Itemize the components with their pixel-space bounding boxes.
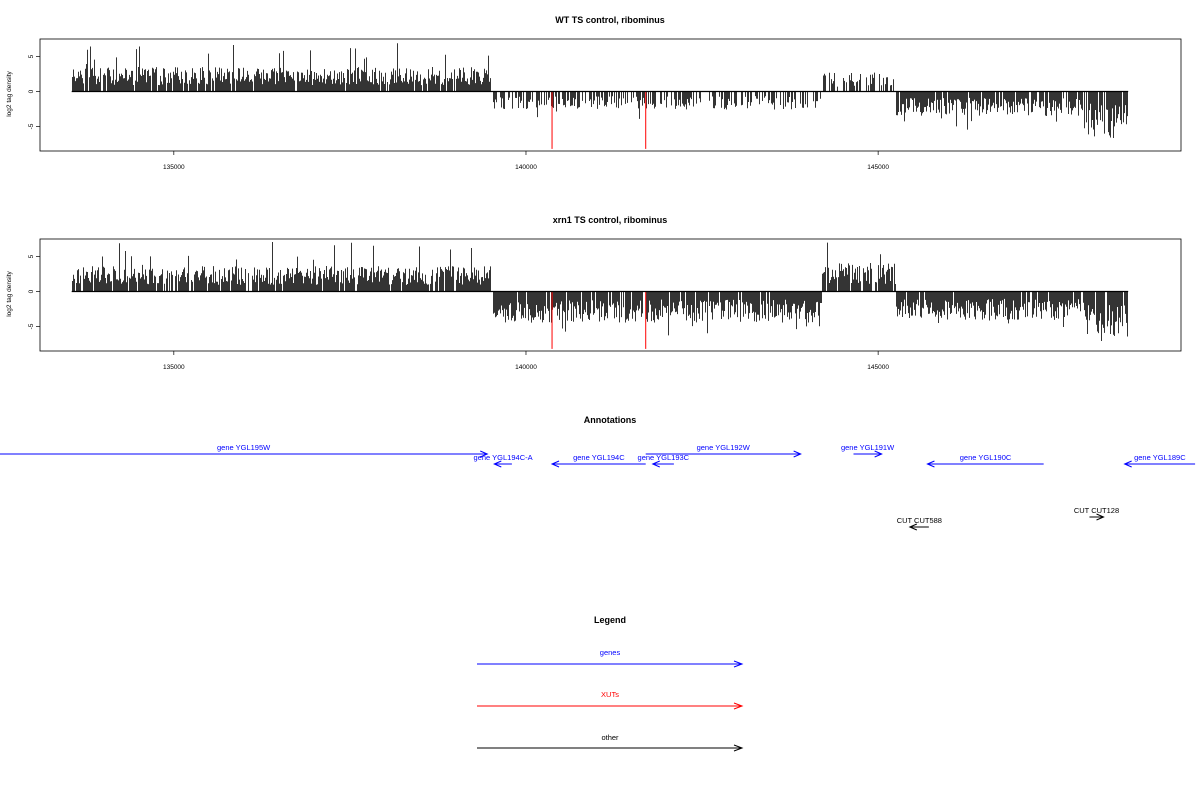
- x-tick-label: 140000: [515, 364, 537, 371]
- feature-label: gene YGL189C: [1134, 453, 1186, 462]
- legend-title: Legend: [594, 615, 626, 625]
- wt-tag-density-panel: WT TS control, ribominus log2 tag densit…: [6, 15, 1182, 171]
- y-tick-label: -5: [28, 323, 35, 329]
- y-axis-label: log2 tag density: [6, 70, 13, 116]
- legend-label: XUTs: [601, 690, 619, 699]
- legend-arrow-head: [733, 702, 744, 710]
- bar-series: [71, 43, 1129, 149]
- y-tick-label: 0: [28, 89, 35, 93]
- feature-arrow-head: [1096, 513, 1105, 521]
- panel-title: WT TS control, ribominus: [555, 15, 665, 25]
- legend-arrow-head: [733, 660, 744, 668]
- feature-arrow-head: [908, 523, 918, 531]
- feature-gene-ygl194c: gene YGL194C: [550, 453, 646, 468]
- panel-title: xrn1 TS control, ribominus: [553, 215, 668, 225]
- feature-gene-ygl190c: gene YGL190C: [926, 453, 1044, 468]
- feature-arrow-head: [651, 460, 660, 468]
- feature-label: gene YGL195W: [217, 443, 271, 452]
- plot-frame: [39, 238, 1182, 352]
- feature-label: gene YGL191W: [841, 443, 895, 452]
- legend-item-genes: genes: [477, 648, 744, 668]
- legend-arrow-head: [733, 744, 744, 752]
- feature-gene-ygl193c: gene YGL193C: [638, 453, 690, 468]
- y-tick-label: 5: [28, 254, 35, 258]
- y-tick-label: -5: [28, 123, 35, 129]
- feature-label: CUT CUT588: [897, 516, 942, 525]
- legend-label: genes: [600, 648, 621, 657]
- annotations-title: Annotations: [584, 415, 637, 425]
- legend: Legend genes XUTs other: [477, 615, 744, 752]
- feature-label: gene YGL192W: [697, 443, 751, 452]
- feature-cut-cut588: CUT CUT588: [897, 516, 942, 531]
- feature-gene-ygl191w: gene YGL191W: [841, 443, 895, 458]
- axes: -5 0 5 135000 140000 145000: [28, 254, 889, 371]
- feature-gene-ygl192w: gene YGL192W: [645, 443, 802, 458]
- feature-cut-cut128: CUT CUT128: [1074, 506, 1119, 521]
- y-tick-label: 5: [28, 54, 35, 58]
- feature-arrow-head: [793, 450, 802, 458]
- legend-item-other: other: [477, 733, 744, 752]
- feature-arrow-head: [1123, 460, 1132, 468]
- y-tick-label: 0: [28, 289, 35, 293]
- x-tick-label: 140000: [515, 164, 537, 171]
- feature-arrow-head: [493, 460, 502, 468]
- feature-list: gene YGL195W gene YGL194C-A gene YGL194C ge…: [0, 443, 1196, 531]
- xrn1-tag-density-panel: xrn1 TS control, ribominus log2 tag dens…: [6, 215, 1182, 371]
- bar-series: [71, 241, 1129, 349]
- x-tick-label: 135000: [163, 164, 185, 171]
- axes: -5 0 5 135000 140000 145000: [28, 54, 889, 171]
- feature-label: CUT CUT128: [1074, 506, 1119, 515]
- feature-label: gene YGL194C-A: [474, 453, 533, 462]
- feature-label: gene YGL190C: [960, 453, 1012, 462]
- feature-arrow-head: [550, 460, 560, 468]
- x-tick-label: 145000: [867, 164, 889, 171]
- y-axis-label: log2 tag density: [6, 270, 13, 316]
- feature-gene-ygl195w: gene YGL195W: [0, 443, 489, 458]
- feature-arrow-head: [926, 460, 935, 468]
- x-tick-label: 135000: [163, 364, 185, 371]
- feature-gene-ygl194c-a: gene YGL194C-A: [474, 453, 533, 468]
- feature-arrow-head: [874, 450, 883, 458]
- feature-arrow-head: [480, 450, 489, 458]
- legend-label: other: [601, 733, 619, 742]
- plot-frame: [39, 38, 1182, 152]
- feature-gene-ygl189c: gene YGL189C: [1123, 453, 1196, 468]
- legend-item-xuts: XUTs: [477, 690, 744, 710]
- feature-label: gene YGL194C: [573, 453, 625, 462]
- feature-label: gene YGL193C: [638, 453, 690, 462]
- x-tick-label: 145000: [867, 364, 889, 371]
